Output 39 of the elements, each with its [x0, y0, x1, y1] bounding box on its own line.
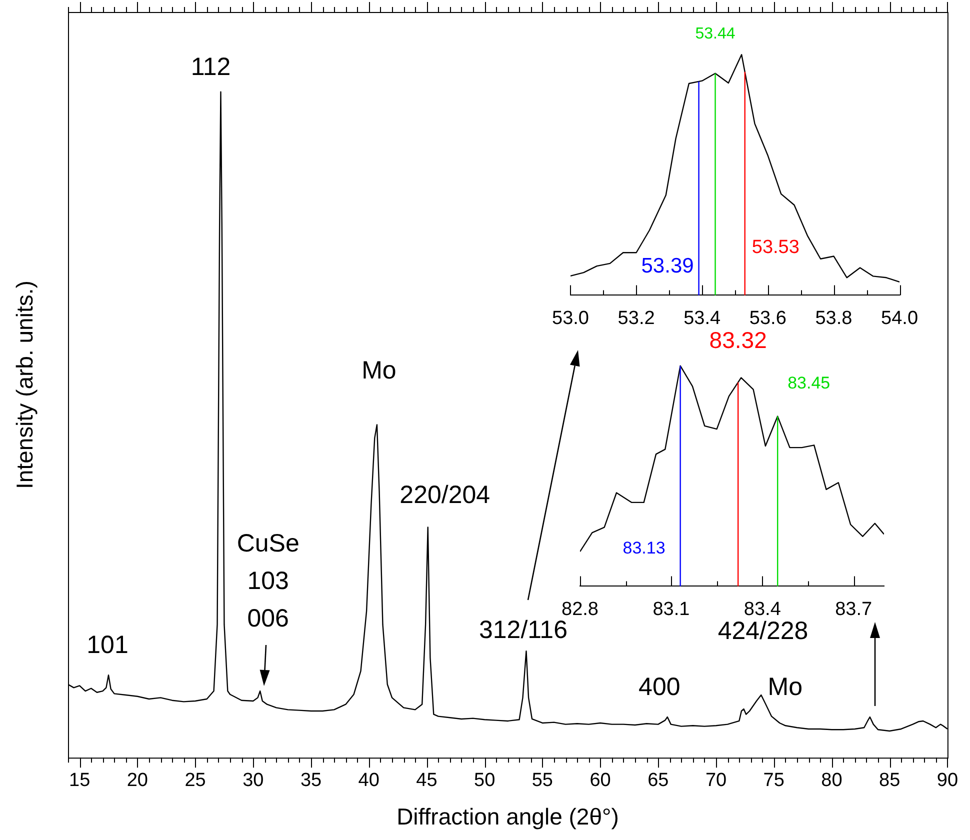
annotation: 400 — [638, 672, 680, 701]
x-tick-label: 83.1 — [652, 598, 690, 620]
x-tick-label: 50 — [474, 770, 496, 792]
x-tick-label: 53.6 — [749, 308, 786, 329]
x-tick-label: 35 — [300, 770, 322, 792]
x-tick-label: 40 — [358, 770, 380, 792]
annotation: CuSe 103 006 — [236, 529, 300, 632]
x-tick-label: 54.0 — [881, 308, 918, 329]
x-axis-title: Diffraction angle (2θ°) — [396, 804, 619, 830]
x-tick-label: 20 — [126, 770, 148, 792]
x-tick-label: 53.0 — [552, 308, 589, 329]
x-tick-label: 60 — [590, 770, 611, 792]
x-tick-label: 70 — [705, 770, 727, 792]
x-tick-label: 65 — [648, 770, 669, 792]
ref-line-label: 83.32 — [709, 326, 767, 353]
annotation: Mo — [768, 672, 802, 701]
x-tick-label: 90 — [936, 770, 958, 792]
ref-line-label: 53.53 — [752, 236, 800, 258]
x-tick-label: 53.2 — [618, 308, 655, 329]
x-tick-label: 45 — [416, 770, 438, 792]
annotation: 220/204 — [400, 481, 490, 510]
x-tick-label: 15 — [69, 770, 90, 792]
x-tick-label: 80 — [821, 770, 842, 792]
annotation: 101 — [86, 630, 128, 659]
y-axis-title: Intensity (arb. units.) — [11, 280, 38, 489]
x-tick-label: 53.4 — [684, 308, 722, 329]
annotation: 112 — [190, 52, 231, 81]
x-tick-label: 53.8 — [815, 308, 852, 329]
x-tick-label: 75 — [763, 770, 784, 792]
x-tick-label: 85 — [879, 770, 900, 792]
ref-line-label: 83.13 — [622, 538, 666, 558]
x-tick-label: 55 — [532, 770, 553, 792]
ref-line-label: 83.45 — [788, 373, 830, 392]
ref-line-label: 53.39 — [641, 254, 694, 278]
x-tick-label: 83.7 — [835, 598, 872, 620]
annotation: Mo — [362, 356, 396, 385]
ref-line-label: 53.44 — [695, 25, 736, 42]
x-tick-label: 30 — [242, 770, 264, 792]
x-tick-label: 25 — [184, 770, 206, 792]
